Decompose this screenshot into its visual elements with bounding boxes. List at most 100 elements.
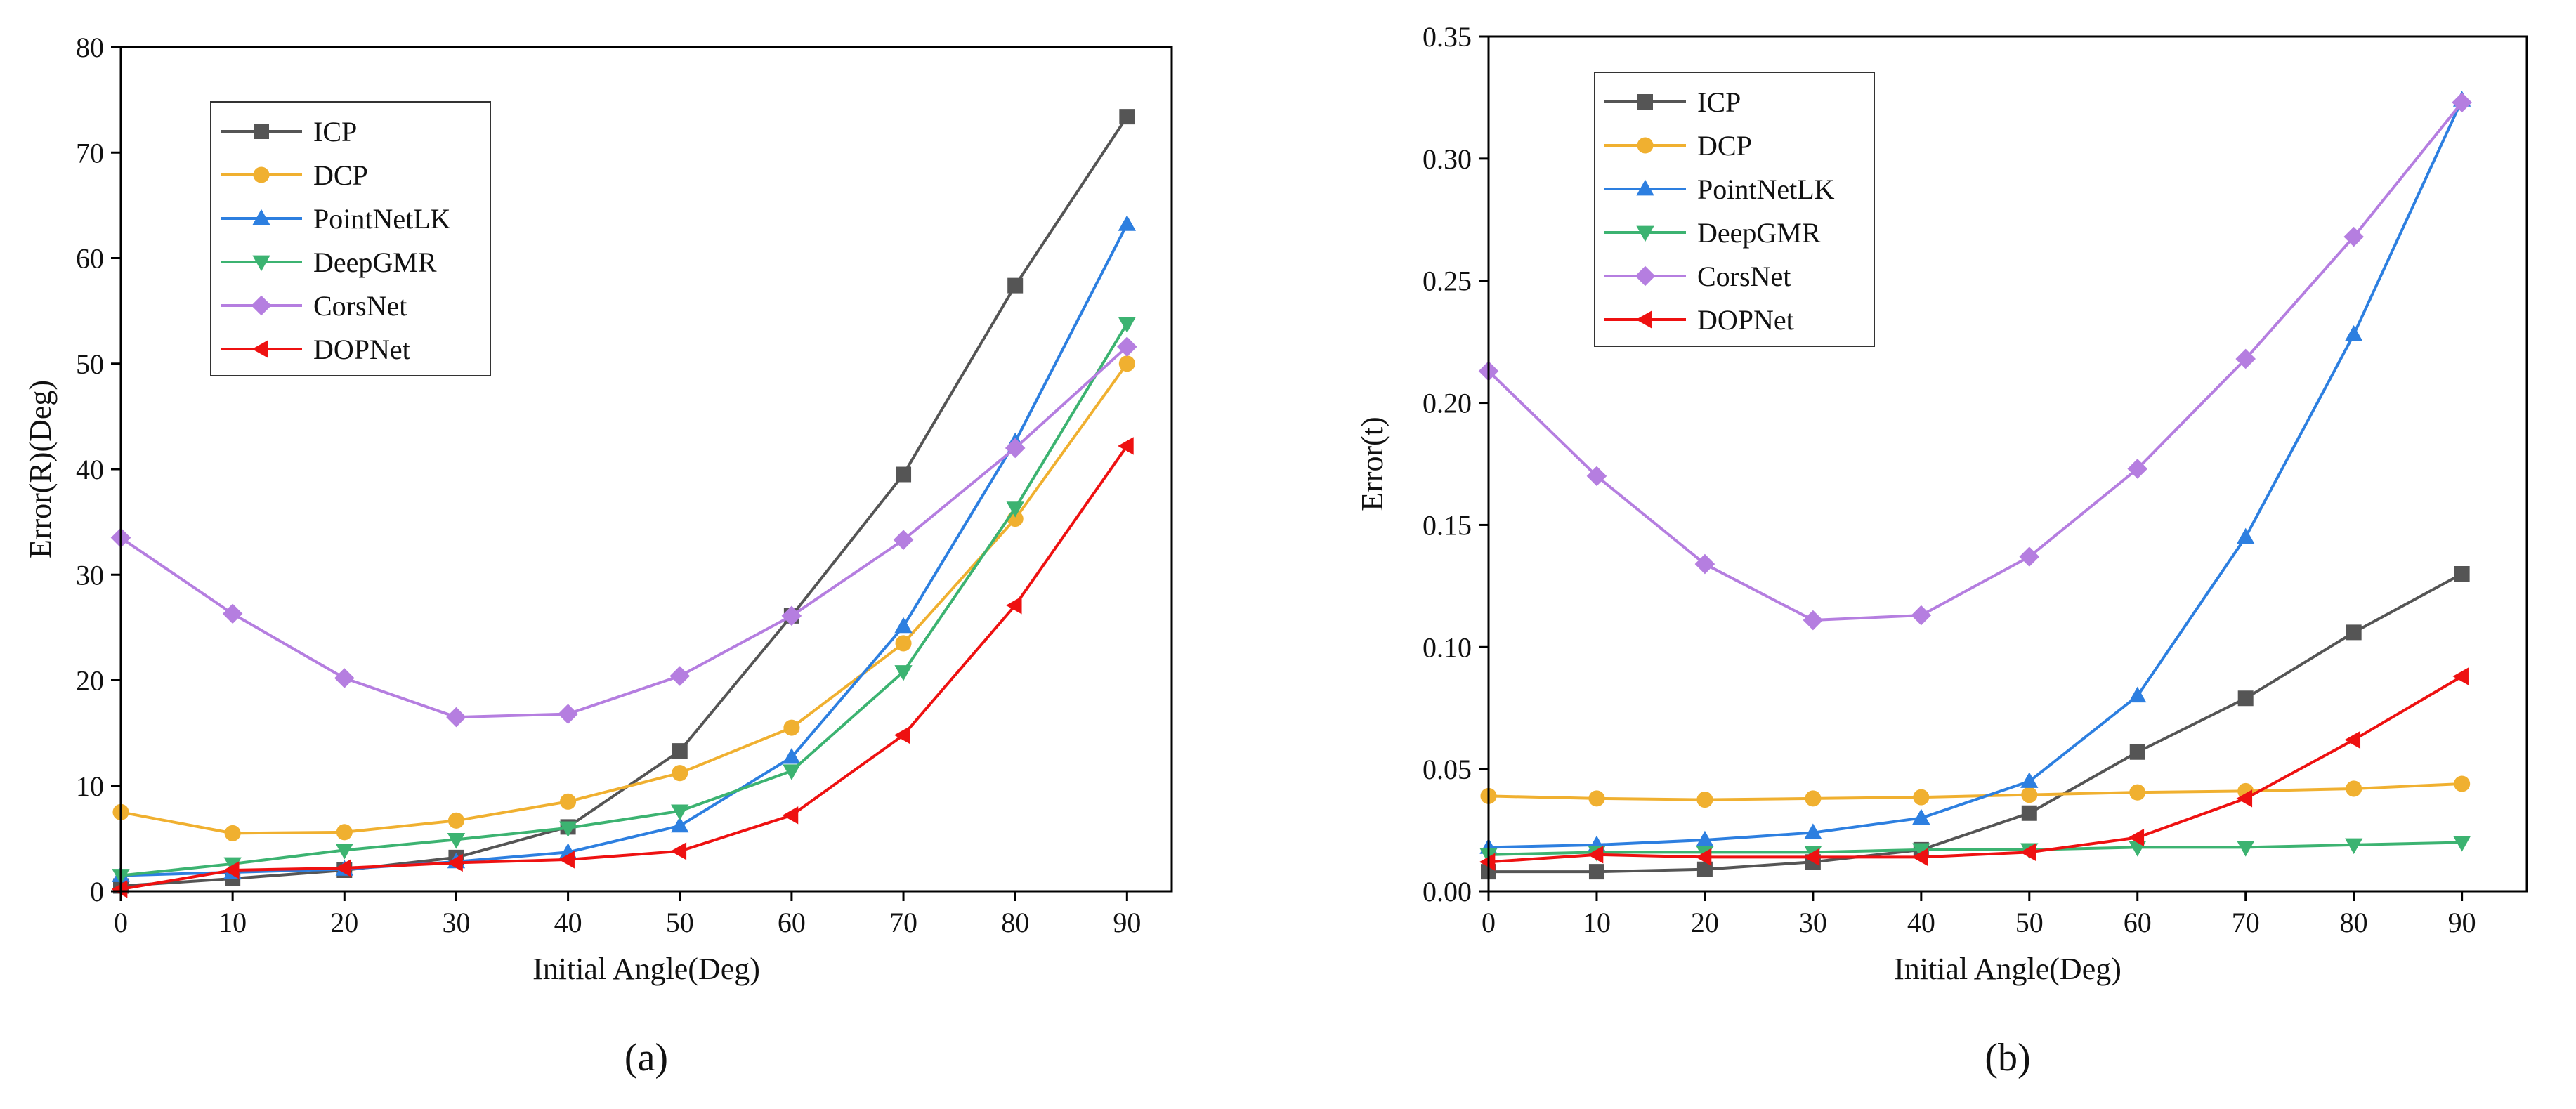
y-tick-label: 0.10 xyxy=(1423,631,1472,663)
data-point-corsnet xyxy=(781,605,802,626)
data-point-pointnetlk xyxy=(1696,830,1714,847)
y-tick-label: 0 xyxy=(90,876,104,907)
series-group xyxy=(110,109,1137,898)
data-point-dopnet xyxy=(2128,828,2145,847)
data-point-dopnet xyxy=(670,842,687,860)
data-point-pointnetlk xyxy=(2237,527,2255,544)
data-point-corsnet xyxy=(2019,546,2040,567)
y-tick-label: 10 xyxy=(76,770,104,802)
data-point-dopnet xyxy=(2452,667,2469,685)
series-line-icp xyxy=(120,116,1129,888)
y-tick-label: 0.00 xyxy=(1423,876,1472,907)
legend-marker xyxy=(1635,265,1656,287)
legend-label: PointNetLK xyxy=(313,203,451,235)
y-tick-label: 0.05 xyxy=(1423,754,1472,785)
panel-caption: (a) xyxy=(625,1036,668,1080)
data-point-deepgmr xyxy=(2345,838,2363,855)
data-point-icp xyxy=(2346,624,2362,641)
chart-panel-a: 0 10 20 30 40 50 60 70 80 90 0 10 20 30 40 50 60 70 80 Ini… xyxy=(23,32,1173,1080)
data-point-deepgmr xyxy=(1912,843,1930,860)
data-point-dopnet xyxy=(1587,846,1604,864)
data-point-pointnetlk xyxy=(1912,808,1930,825)
plot-frame xyxy=(1487,35,2528,893)
legend-label: ICP xyxy=(1697,86,1741,118)
x-tick-label: 30 xyxy=(442,907,470,938)
legend: ICP DCP PointNetLK DeepGMR CorsNet DOPNet xyxy=(1594,72,1875,347)
y-tick-label: 30 xyxy=(76,559,104,591)
data-point-dcp xyxy=(2454,775,2471,792)
data-point-dopnet xyxy=(558,851,575,869)
data-point-icp xyxy=(2454,565,2470,582)
x-tick-label: 90 xyxy=(1113,907,1141,938)
legend-label: DOPNet xyxy=(1697,304,1794,336)
series-line-dcp xyxy=(1488,782,2462,801)
data-point-dcp xyxy=(1588,790,1605,807)
legend-marker xyxy=(252,255,270,272)
data-point-corsnet xyxy=(446,707,466,728)
legend-marker xyxy=(252,209,270,225)
data-point-pointnetlk xyxy=(1118,215,1136,231)
x-tick-label: 20 xyxy=(330,907,358,938)
legend-box xyxy=(1594,72,1875,347)
data-point-dopnet xyxy=(111,880,128,898)
data-point-dcp xyxy=(336,824,353,841)
y-axis-title: Error(R)(Deg) xyxy=(23,380,58,558)
data-point-icp xyxy=(2021,805,2037,821)
y-tick-label: 70 xyxy=(76,137,104,169)
data-point-dopnet xyxy=(1911,848,1928,866)
x-tick-label: 50 xyxy=(666,907,694,938)
legend-label: CorsNet xyxy=(313,290,407,322)
data-point-pointnetlk xyxy=(671,816,689,833)
x-tick-label: 90 xyxy=(2448,907,2476,938)
legend-label: CorsNet xyxy=(1697,261,1791,292)
data-point-dopnet xyxy=(2236,789,2253,808)
data-point-corsnet xyxy=(1117,336,1137,357)
x-tick-label: 70 xyxy=(2232,907,2260,938)
data-point-corsnet xyxy=(558,704,578,724)
data-point-dcp xyxy=(2129,784,2146,801)
y-tick-label: 60 xyxy=(76,243,104,275)
data-point-corsnet xyxy=(2452,92,2472,113)
legend-marker xyxy=(251,340,268,358)
x-axis-title: Initial Angle(Deg) xyxy=(532,952,760,986)
data-point-deepgmr xyxy=(447,833,466,849)
series-line-dopnet xyxy=(1488,675,2463,864)
x-tick-label: 70 xyxy=(889,907,917,938)
legend-label: PointNetLK xyxy=(1697,173,1835,205)
series-line-deepgmr xyxy=(120,322,1129,877)
data-point-dcp xyxy=(560,793,577,810)
panel-caption: (b) xyxy=(1985,1036,2030,1080)
legend-marker xyxy=(1636,179,1654,196)
data-point-dcp xyxy=(783,719,800,736)
data-point-corsnet xyxy=(1694,553,1715,575)
legend-marker xyxy=(1637,137,1654,154)
x-tick-label: 40 xyxy=(554,907,582,938)
data-point-corsnet xyxy=(1586,466,1607,487)
data-point-corsnet xyxy=(669,666,691,686)
legend-label: DCP xyxy=(1697,130,1752,162)
data-point-dopnet xyxy=(223,861,240,879)
x-tick-label: 50 xyxy=(2015,907,2044,938)
series-line-icp xyxy=(1489,572,2463,874)
x-axis-title: Initial Angle(Deg) xyxy=(1894,952,2121,986)
data-point-icp xyxy=(2129,744,2145,760)
data-point-deepgmr xyxy=(2452,836,2471,852)
data-point-dcp xyxy=(2021,787,2038,803)
data-point-deepgmr xyxy=(335,844,353,860)
data-point-icp xyxy=(1696,861,1713,877)
legend-marker xyxy=(254,124,269,139)
series-line-pointnetlk xyxy=(120,223,1129,877)
data-point-dcp xyxy=(672,765,688,782)
legend-label: DeepGMR xyxy=(1697,217,1821,249)
y-tick-label: 50 xyxy=(76,348,104,380)
chart-panel-b: 0 10 20 30 40 50 60 70 80 90 0.00 0.05 0.10 0.15 0.20 0… xyxy=(1355,21,2528,1080)
series-line-corsnet xyxy=(119,346,1128,719)
data-point-corsnet xyxy=(1005,438,1026,459)
data-point-corsnet xyxy=(334,668,355,688)
x-tick-label: 0 xyxy=(1482,907,1496,938)
y-tick-label: 0.20 xyxy=(1423,388,1472,419)
data-point-dopnet xyxy=(1005,596,1022,615)
legend-marker xyxy=(253,166,270,183)
legend-label: ICP xyxy=(313,116,357,147)
